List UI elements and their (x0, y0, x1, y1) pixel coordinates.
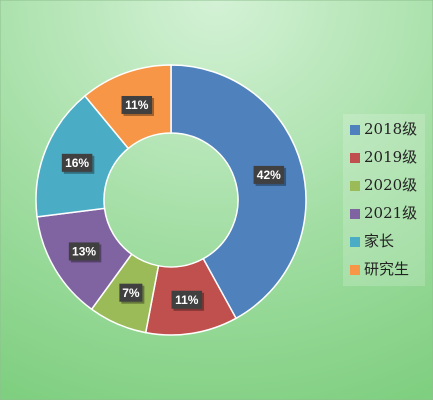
value-label-box (253, 165, 285, 184)
value-label: 11% (175, 293, 199, 307)
legend-swatch (350, 125, 360, 135)
value-label: 13% (72, 245, 96, 259)
value-label-box (171, 290, 203, 309)
slice (170, 64, 307, 320)
legend-swatch (350, 153, 360, 163)
legend-label: 2019级 (364, 148, 417, 166)
value-label-box (68, 242, 100, 261)
legend-label: 研究生 (364, 260, 409, 278)
legend-label: 2020级 (364, 176, 417, 194)
value-label: 16% (65, 156, 89, 170)
legend-swatch (350, 237, 360, 247)
value-label-box (119, 283, 143, 302)
value-label-box (121, 95, 153, 114)
legend-label: 2018级 (364, 120, 417, 138)
legend-label: 2021级 (364, 204, 417, 222)
value-label: 42% (257, 168, 281, 182)
value-label: 11% (125, 98, 149, 112)
legend-swatch (350, 209, 360, 219)
legend-label: 家长 (364, 232, 394, 250)
legend-box (343, 114, 425, 286)
value-label-box (61, 153, 93, 172)
legend-swatch (350, 265, 360, 275)
legend-swatch (350, 181, 360, 191)
value-label: 7% (122, 286, 140, 300)
